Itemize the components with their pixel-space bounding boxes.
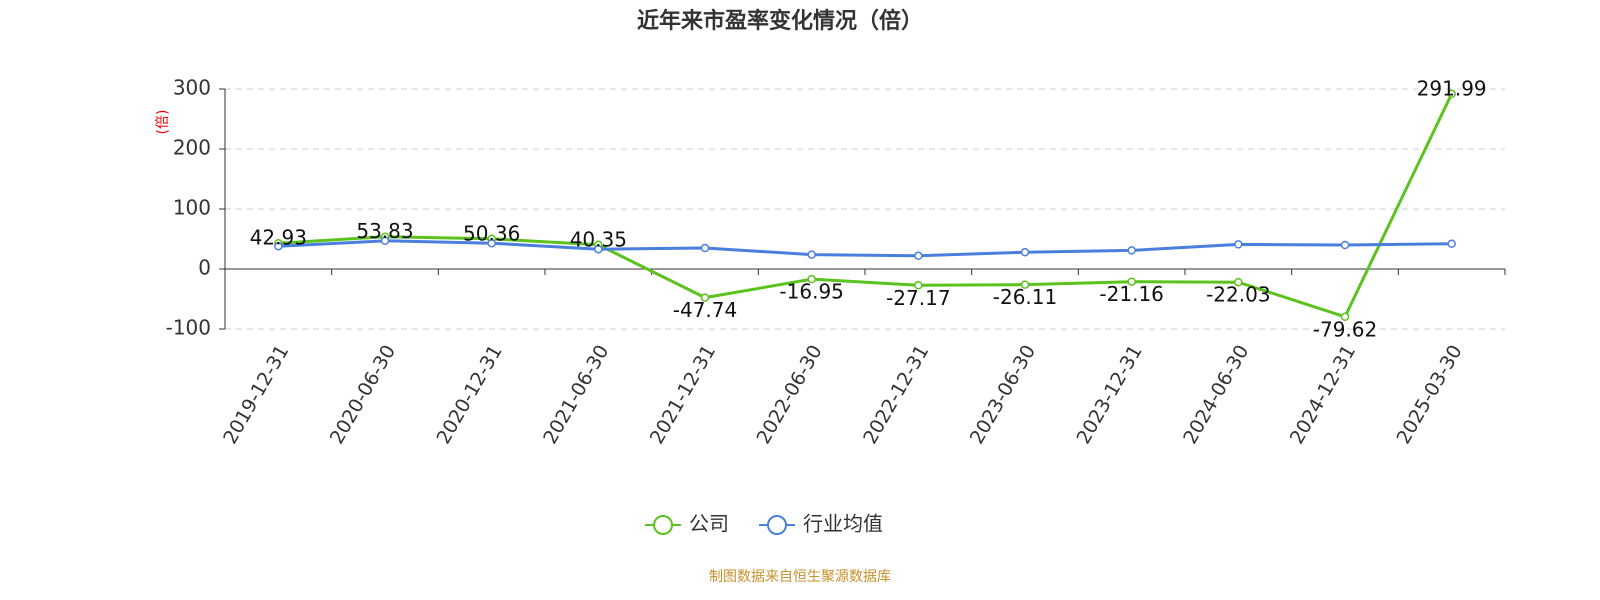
x-tick-label: 2019-12-31: [219, 341, 293, 448]
data-label: 53.83: [356, 219, 413, 243]
data-point: [914, 251, 923, 261]
data-point: [807, 274, 816, 284]
data-point: [914, 281, 923, 290]
data-point: [700, 293, 710, 302]
data-label: -79.62: [1313, 317, 1377, 341]
data-label: -16.95: [779, 280, 843, 304]
series-line: [278, 239, 1452, 258]
data-label: 50.36: [463, 221, 520, 245]
x-tick-label: 2025-03-30: [1392, 341, 1466, 448]
x-tick-label: 2024-12-31: [1286, 341, 1360, 448]
data-label: 42.93: [250, 226, 307, 250]
data-label: 291.99: [1417, 76, 1487, 100]
data-point: [1127, 277, 1136, 286]
data-point: [274, 241, 283, 251]
x-tick-label: 2022-06-30: [752, 341, 826, 448]
y-tick-label: 200: [173, 136, 211, 160]
x-tick-label: 2023-06-30: [966, 341, 1040, 448]
x-tick-label: 2022-12-31: [859, 341, 933, 448]
data-point: [807, 250, 816, 259]
legend-marker: [653, 515, 673, 535]
data-point: [700, 243, 710, 253]
data-point: [380, 236, 390, 246]
data-point: [1340, 240, 1350, 250]
data-point: [1127, 246, 1136, 255]
data-point: [1447, 89, 1456, 99]
y-axis-label: (倍): [155, 110, 171, 135]
data-point: [1020, 247, 1030, 257]
data-label: -47.74: [673, 298, 737, 322]
y-tick-label: 100: [173, 196, 211, 220]
data-point: [487, 238, 496, 248]
x-tick-label: 2021-06-30: [539, 341, 613, 448]
legend-label: 行业均值: [803, 512, 883, 536]
data-label: -21.16: [1099, 282, 1163, 306]
y-tick-label: 0: [198, 256, 211, 280]
data-point: [1234, 277, 1243, 287]
data-label: -27.17: [886, 286, 950, 310]
x-tick-label: 2023-12-31: [1072, 341, 1146, 448]
data-point: [1234, 240, 1243, 249]
source-note: 制图数据来自恒生聚源数据库: [709, 569, 891, 585]
series-line: [278, 93, 1454, 319]
data-point: [1447, 239, 1456, 249]
data-point: [1020, 280, 1030, 289]
x-tick-label: 2020-12-31: [432, 341, 506, 448]
x-tick-label: 2021-12-31: [646, 341, 720, 448]
data-label: -22.03: [1206, 283, 1270, 307]
legend-marker: [767, 515, 787, 535]
x-tick-label: 2020-06-30: [326, 341, 400, 448]
x-tick-label: 2024-06-30: [1179, 341, 1253, 448]
y-tick-label: 300: [173, 76, 211, 100]
data-label: -26.11: [993, 285, 1057, 309]
data-label: 40.35: [570, 227, 627, 251]
legend-label: 公司: [689, 512, 729, 536]
data-point: [594, 244, 603, 254]
data-point: [1340, 312, 1350, 322]
chart-title: 近年来市盈率变化情况（倍）: [637, 8, 923, 34]
y-tick-label: -100: [166, 316, 211, 340]
